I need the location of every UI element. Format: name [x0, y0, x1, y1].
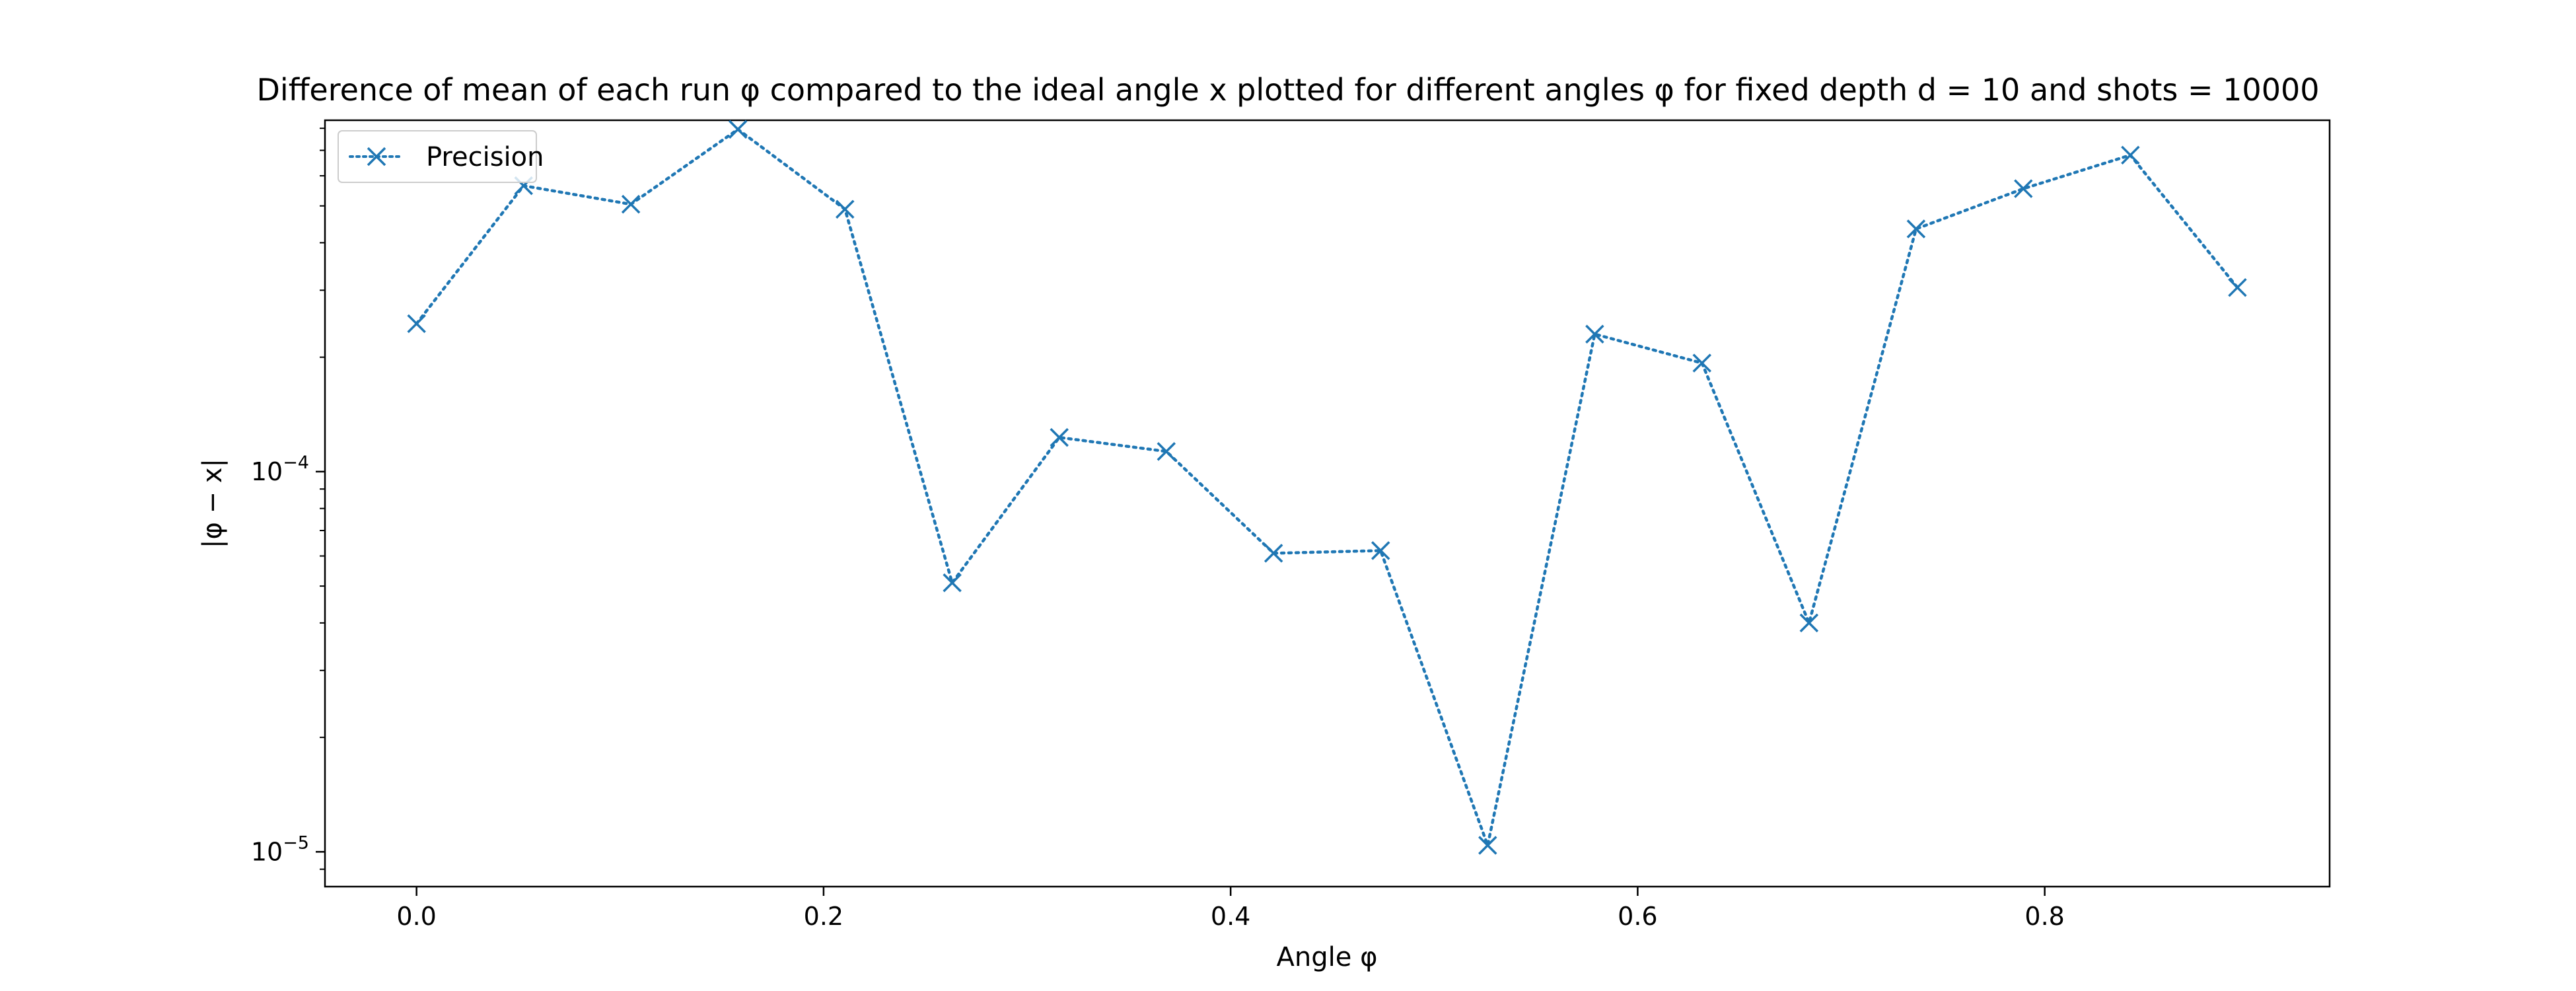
plot-area — [324, 119, 2331, 888]
legend-marker-x — [367, 147, 386, 166]
x-axis-label: Angle φ — [1277, 942, 1378, 973]
data-point — [943, 573, 962, 593]
data-point — [1692, 353, 1711, 373]
x-tick-label: 0.0 — [396, 902, 436, 931]
data-point — [1157, 442, 1176, 461]
series-line — [415, 128, 2239, 851]
data-point — [1478, 836, 1497, 855]
x-tick-label: 0.2 — [804, 902, 843, 931]
legend-box — [338, 130, 537, 183]
legend: Precision — [338, 130, 544, 183]
data-point — [836, 200, 855, 219]
y-tick-label: 10−4 — [251, 453, 309, 486]
data-point — [1264, 544, 1283, 563]
data-point — [2121, 145, 2140, 165]
plot-frame — [324, 119, 2331, 888]
legend-label: Precision — [426, 142, 544, 172]
data-point — [2228, 277, 2247, 297]
data-point — [1585, 324, 1604, 344]
series-precision — [407, 120, 2247, 855]
chart-title: Difference of mean of each run φ compare… — [257, 72, 2320, 108]
data-point — [1799, 613, 1819, 633]
x-tick-label: 0.4 — [1211, 902, 1250, 931]
data-point — [1906, 219, 1926, 239]
data-point — [2014, 179, 2033, 198]
x-axis-ticks: 0.0 0.2 0.4 0.6 0.8 — [396, 887, 2065, 931]
x-tick-label: 0.6 — [1618, 902, 1657, 931]
data-point — [1050, 427, 1069, 447]
y-tick-label: 10−5 — [251, 832, 309, 866]
y-axis-ticks: 10−5 10−4 — [251, 128, 325, 870]
x-tick-label: 0.8 — [2024, 902, 2064, 931]
data-point — [728, 120, 748, 139]
y-axis-label: |φ − x| — [197, 459, 228, 548]
data-point — [621, 194, 641, 214]
data-point — [407, 314, 426, 334]
data-point — [1371, 541, 1390, 560]
